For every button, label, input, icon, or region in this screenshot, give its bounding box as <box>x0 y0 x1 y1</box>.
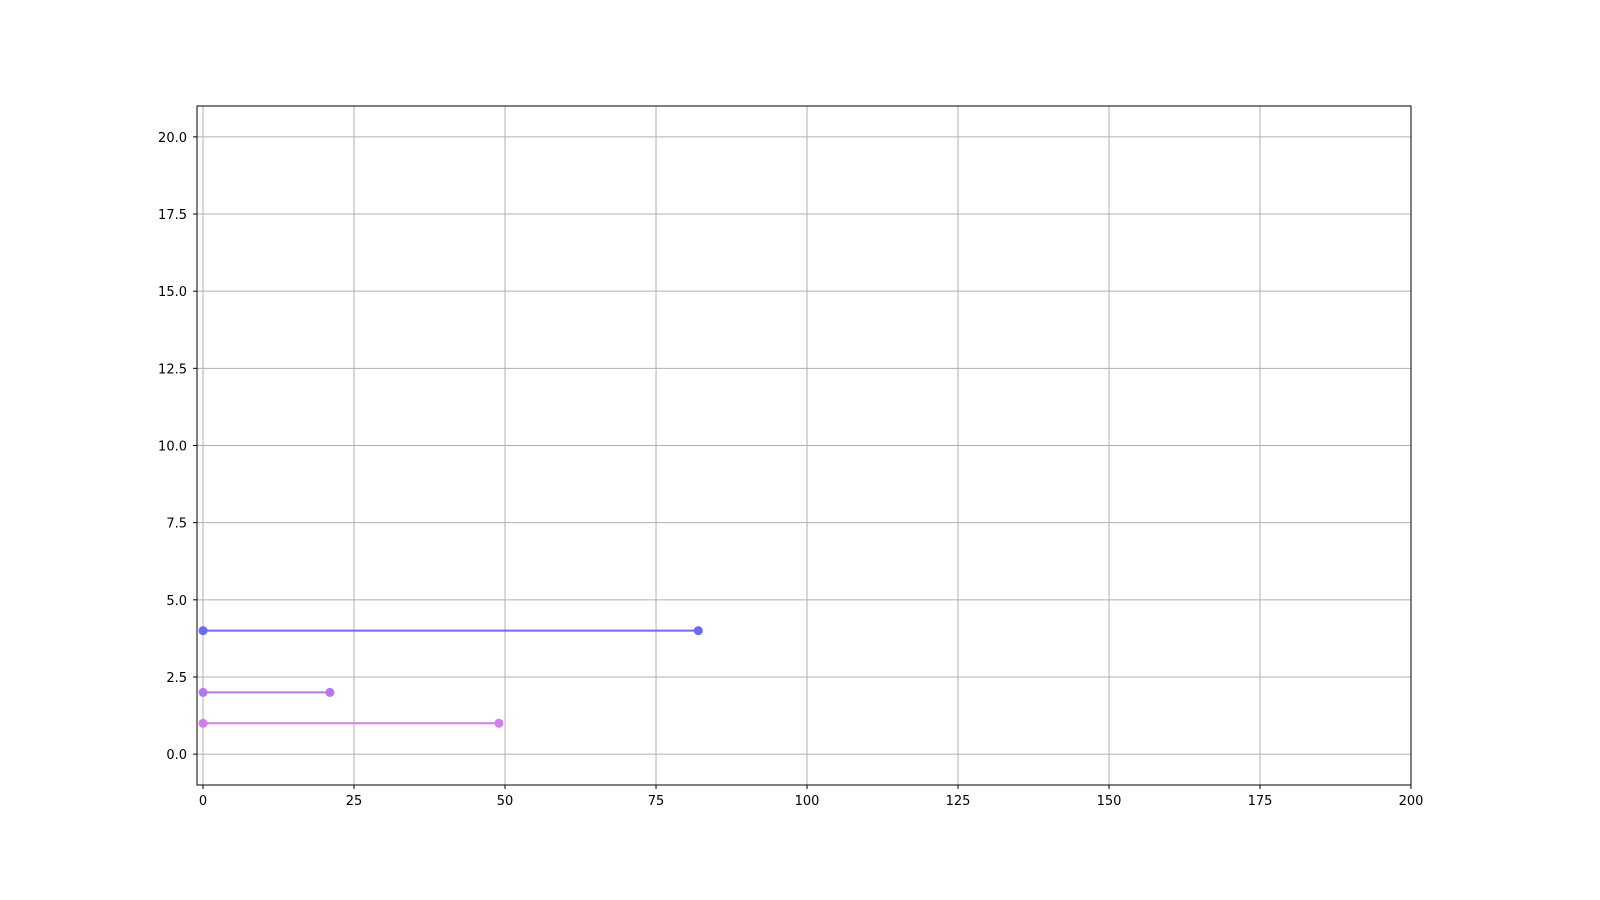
data-point <box>494 718 504 728</box>
y-tick-label: 12.5 <box>158 362 187 377</box>
y-tick-label: 5.0 <box>166 594 187 609</box>
y-tick-label: 7.5 <box>166 517 187 532</box>
x-tick-label: 25 <box>346 794 363 809</box>
y-tick-label: 20.0 <box>158 131 187 146</box>
data-point <box>198 718 208 728</box>
data-point <box>693 626 703 636</box>
y-tick-label: 17.5 <box>158 208 187 223</box>
data-point <box>198 626 208 636</box>
x-tick-label: 150 <box>1097 794 1122 809</box>
grid <box>197 106 1412 785</box>
x-tick-label: 0 <box>199 794 207 809</box>
x-axis: 0 25 50 75 100 125 150 175 200 <box>199 785 1424 809</box>
y-axis: 0.0 2.5 5.0 7.5 10.0 12.5 15.0 17.5 20.0 <box>158 131 197 763</box>
x-tick-label: 50 <box>497 794 514 809</box>
x-tick-label: 200 <box>1399 794 1424 809</box>
x-tick-label: 75 <box>648 794 665 809</box>
x-tick-label: 125 <box>946 794 971 809</box>
x-tick-label: 175 <box>1248 794 1273 809</box>
series-layer <box>198 626 703 728</box>
x-tick-label: 100 <box>795 794 820 809</box>
y-tick-label: 15.0 <box>158 285 187 300</box>
y-tick-label: 10.0 <box>158 440 187 455</box>
y-tick-label: 2.5 <box>166 671 187 686</box>
data-point <box>325 687 335 697</box>
y-tick-label: 0.0 <box>166 748 187 763</box>
data-point <box>198 687 208 697</box>
